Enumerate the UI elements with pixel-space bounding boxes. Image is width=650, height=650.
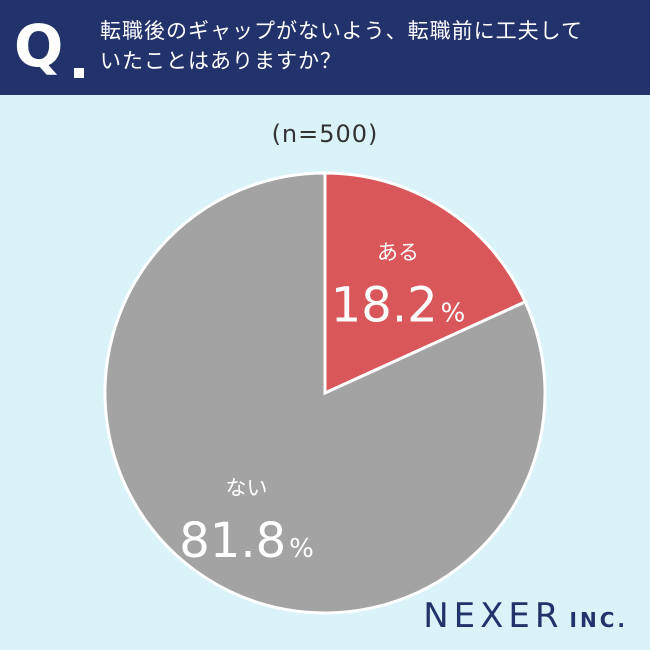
question-text: 転職後のギャップがないよう、転職前に工夫して いたことはありますか？ <box>100 16 640 76</box>
brand-suffix: INC. <box>569 608 628 632</box>
brand-name: NEXER <box>423 596 564 636</box>
question-badge-letter: Q <box>14 12 64 80</box>
question-line-2: いたことはありますか？ <box>100 49 342 73</box>
question-badge-dot <box>74 68 84 78</box>
question-badge: Q <box>14 14 94 78</box>
pie-slice-no <box>103 171 547 615</box>
brand-logo: NEXER INC. <box>423 596 628 636</box>
slice-value-no: 81.8% <box>179 513 314 569</box>
slice-value-yes: 18.2% <box>331 277 466 333</box>
sample-size-label: (n=500) <box>271 120 379 148</box>
question-header: Q 転職後のギャップがないよう、転職前に工夫して いたことはありますか？ <box>0 0 650 95</box>
slice-label-yes: ある <box>377 240 419 264</box>
slice-label-no: ない <box>226 476 268 500</box>
pie-slice-yes <box>323 171 528 396</box>
question-line-1: 転職後のギャップがないよう、転職前に工夫して <box>100 19 583 43</box>
